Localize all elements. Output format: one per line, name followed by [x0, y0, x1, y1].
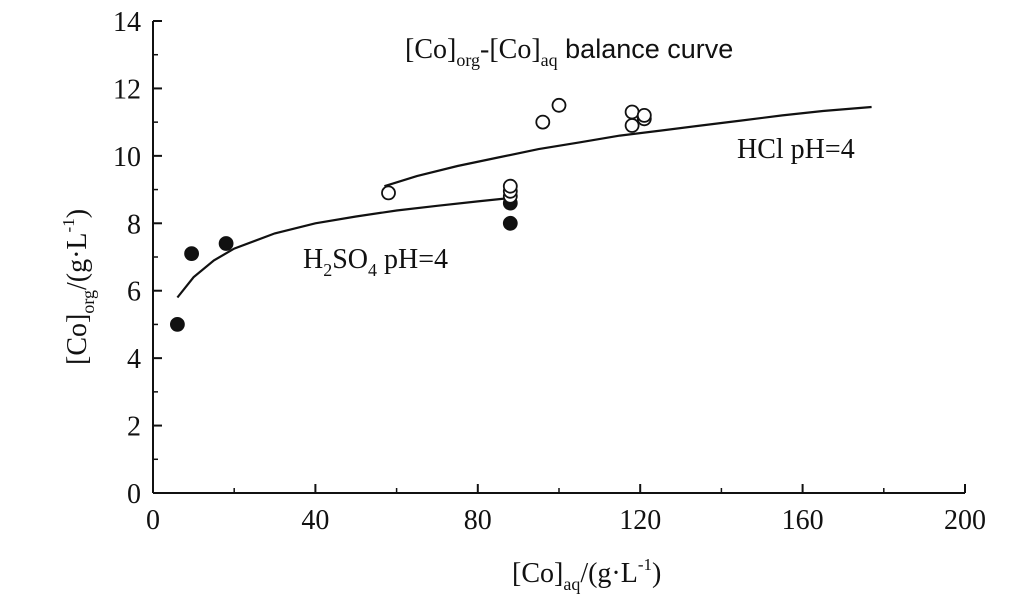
- y-tick-label: 12: [113, 74, 141, 105]
- data-point-hcl: [636, 108, 652, 123]
- fit-curve-hcl: [384, 105, 872, 188]
- series-label-h2so4: H2SO4 pH=4: [303, 244, 448, 280]
- x-tick-label: 80: [464, 505, 492, 536]
- y-tick-label: 6: [127, 277, 141, 308]
- x-tick-label: 120: [619, 505, 661, 536]
- data-point-hcl: [551, 97, 567, 113]
- y-tick-label: 14: [113, 7, 141, 38]
- data-point-hcl: [624, 118, 640, 133]
- x-tick-label: 160: [782, 505, 824, 536]
- data-point-h2so4: [502, 215, 518, 231]
- y-tick-label: 10: [113, 142, 141, 173]
- x-axis-title: [Co]aq/(g·L-1): [512, 555, 661, 594]
- x-tick-label: 0: [146, 505, 160, 536]
- fit-curve-h2so4: [176, 196, 511, 299]
- x-tick-label: 40: [301, 505, 329, 536]
- data-point-hcl: [502, 178, 518, 194]
- y-tick-label: 2: [127, 412, 141, 443]
- x-tick-label: 200: [944, 505, 986, 536]
- data-points-layer: [169, 97, 652, 332]
- fit-curves-layer: [176, 105, 872, 299]
- y-axis-title: [Co]org/(g·L-1): [59, 209, 98, 365]
- series-label-hcl: HCl pH=4: [737, 134, 855, 165]
- balance-curve-annotation: [Co]org-[Co]aq balance curve: [405, 34, 733, 70]
- data-point-h2so4: [169, 316, 185, 332]
- y-tick-label: 8: [127, 209, 141, 240]
- data-point-h2so4: [184, 246, 200, 262]
- y-tick-label: 4: [127, 344, 141, 375]
- axes-layer: 0 40 80 120 160 200 0 2 4 6 8 10 12 14: [113, 7, 986, 536]
- data-point-h2so4: [218, 236, 234, 251]
- data-point-hcl: [381, 185, 396, 201]
- data-point-hcl: [624, 104, 640, 120]
- y-tick-label: 0: [127, 479, 141, 510]
- data-point-hcl: [535, 114, 551, 130]
